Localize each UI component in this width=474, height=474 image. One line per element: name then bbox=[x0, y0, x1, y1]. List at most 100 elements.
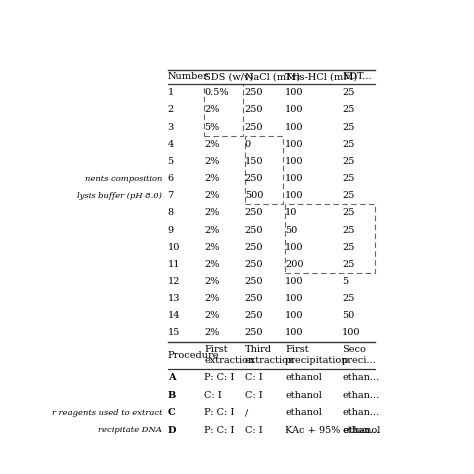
Text: 100: 100 bbox=[285, 311, 304, 320]
Text: 25: 25 bbox=[342, 294, 355, 303]
Text: 100: 100 bbox=[285, 123, 304, 132]
Text: 3: 3 bbox=[168, 123, 174, 132]
Text: KAc + 95% ethanol: KAc + 95% ethanol bbox=[285, 426, 381, 435]
Text: 2%: 2% bbox=[204, 209, 220, 218]
Bar bbox=[204, 84, 243, 136]
Text: 10: 10 bbox=[168, 243, 180, 252]
Text: ethan...: ethan... bbox=[342, 408, 379, 417]
Text: 25: 25 bbox=[342, 191, 355, 200]
Text: 25: 25 bbox=[342, 174, 355, 183]
Text: D: D bbox=[168, 426, 176, 435]
Text: 25: 25 bbox=[342, 260, 355, 269]
Text: C: I: C: I bbox=[204, 391, 222, 400]
Text: 2%: 2% bbox=[204, 106, 220, 115]
Text: 9: 9 bbox=[168, 226, 174, 235]
Text: 6: 6 bbox=[168, 174, 174, 183]
Text: 25: 25 bbox=[342, 106, 355, 115]
Text: 14: 14 bbox=[168, 311, 180, 320]
Text: 2%: 2% bbox=[204, 140, 220, 149]
Text: 100: 100 bbox=[285, 88, 304, 97]
Text: 8: 8 bbox=[168, 209, 174, 218]
Text: 250: 250 bbox=[245, 106, 263, 115]
Text: 250: 250 bbox=[245, 123, 263, 132]
Text: 100: 100 bbox=[285, 243, 304, 252]
Text: 25: 25 bbox=[342, 243, 355, 252]
Text: 2%: 2% bbox=[204, 157, 220, 166]
Text: Procedure: Procedure bbox=[168, 351, 219, 360]
Text: 13: 13 bbox=[168, 294, 180, 303]
Text: lysis buffer (pH 8.0): lysis buffer (pH 8.0) bbox=[77, 192, 162, 200]
Text: 11: 11 bbox=[168, 260, 180, 269]
Text: 2%: 2% bbox=[204, 260, 220, 269]
Text: 100: 100 bbox=[285, 106, 304, 115]
Text: ethanol: ethanol bbox=[285, 391, 322, 400]
Text: 2%: 2% bbox=[204, 243, 220, 252]
Text: 4: 4 bbox=[168, 140, 174, 149]
Text: 2: 2 bbox=[168, 106, 174, 115]
Text: 2%: 2% bbox=[204, 174, 220, 183]
Text: 250: 250 bbox=[245, 328, 263, 337]
Text: C: I: C: I bbox=[245, 426, 263, 435]
Text: 100: 100 bbox=[285, 140, 304, 149]
Text: 25: 25 bbox=[342, 88, 355, 97]
Text: 25: 25 bbox=[342, 123, 355, 132]
Text: 250: 250 bbox=[245, 260, 263, 269]
Text: Tris-HCl (mM): Tris-HCl (mM) bbox=[285, 73, 357, 82]
Text: nents composition: nents composition bbox=[85, 174, 162, 182]
Text: 50: 50 bbox=[285, 226, 297, 235]
Text: 7: 7 bbox=[168, 191, 174, 200]
Text: First
precipitation: First precipitation bbox=[285, 345, 349, 365]
Text: SDS (w/v): SDS (w/v) bbox=[204, 73, 254, 82]
Text: NaCl (mM): NaCl (mM) bbox=[245, 73, 300, 82]
Bar bbox=[245, 136, 283, 204]
Text: C: I: C: I bbox=[245, 391, 263, 400]
Text: 5%: 5% bbox=[204, 123, 219, 132]
Text: 25: 25 bbox=[342, 209, 355, 218]
Text: 2%: 2% bbox=[204, 311, 220, 320]
Text: 50: 50 bbox=[342, 311, 355, 320]
Text: 250: 250 bbox=[245, 294, 263, 303]
Text: 2%: 2% bbox=[204, 226, 220, 235]
Text: Third
extraction: Third extraction bbox=[245, 345, 295, 365]
Text: C: C bbox=[168, 408, 175, 417]
Text: 250: 250 bbox=[245, 209, 263, 218]
Text: /: / bbox=[245, 408, 248, 417]
Text: C: I: C: I bbox=[245, 373, 263, 382]
Text: 100: 100 bbox=[285, 191, 304, 200]
Text: 10: 10 bbox=[285, 209, 298, 218]
Text: P: C: I: P: C: I bbox=[204, 426, 235, 435]
Text: Number: Number bbox=[168, 73, 209, 82]
Text: ethan...: ethan... bbox=[342, 426, 379, 435]
Text: 12: 12 bbox=[168, 277, 180, 286]
Text: 2%: 2% bbox=[204, 328, 220, 337]
Text: 250: 250 bbox=[245, 311, 263, 320]
Text: 25: 25 bbox=[342, 226, 355, 235]
Text: Seco
preci...: Seco preci... bbox=[342, 345, 377, 365]
Text: 100: 100 bbox=[285, 157, 304, 166]
Text: 2%: 2% bbox=[204, 191, 220, 200]
Text: 250: 250 bbox=[245, 277, 263, 286]
Text: 100: 100 bbox=[285, 277, 304, 286]
Text: 25: 25 bbox=[342, 157, 355, 166]
Text: 0: 0 bbox=[245, 140, 251, 149]
Text: 5: 5 bbox=[342, 277, 348, 286]
Text: ethan...: ethan... bbox=[342, 391, 379, 400]
Text: EDT...: EDT... bbox=[342, 73, 372, 82]
Text: r reagents used to extract: r reagents used to extract bbox=[52, 409, 162, 417]
Text: 25: 25 bbox=[342, 140, 355, 149]
Text: 250: 250 bbox=[245, 174, 263, 183]
Text: P: C: I: P: C: I bbox=[204, 373, 235, 382]
Text: ethanol: ethanol bbox=[285, 373, 322, 382]
Text: 2%: 2% bbox=[204, 277, 220, 286]
Text: B: B bbox=[168, 391, 176, 400]
Text: First
extraction: First extraction bbox=[204, 345, 255, 365]
Text: 100: 100 bbox=[285, 174, 304, 183]
Text: 1: 1 bbox=[168, 88, 174, 97]
Text: A: A bbox=[168, 373, 175, 382]
Text: P: C: I: P: C: I bbox=[204, 408, 235, 417]
Text: 250: 250 bbox=[245, 88, 263, 97]
Text: 150: 150 bbox=[245, 157, 263, 166]
Text: ethanol: ethanol bbox=[285, 408, 322, 417]
Text: 250: 250 bbox=[245, 243, 263, 252]
Text: 5: 5 bbox=[168, 157, 174, 166]
